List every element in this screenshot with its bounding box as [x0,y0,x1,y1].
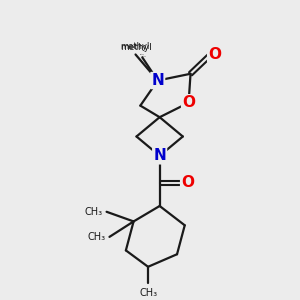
Text: CH₃: CH₃ [85,207,103,217]
Text: CH₃: CH₃ [139,288,157,298]
Text: O: O [181,175,194,190]
Text: methyl: methyl [142,56,147,57]
Text: methyl: methyl [120,42,149,51]
Text: N: N [151,73,164,88]
Text: O: O [208,47,221,62]
Text: methyl: methyl [120,43,152,52]
Text: N: N [153,148,166,163]
Text: methyl: methyl [133,50,137,52]
Text: O: O [182,95,195,110]
Text: methyl: methyl [140,54,145,56]
Text: CH₃: CH₃ [88,232,106,242]
Text: methyl: methyl [148,66,153,67]
